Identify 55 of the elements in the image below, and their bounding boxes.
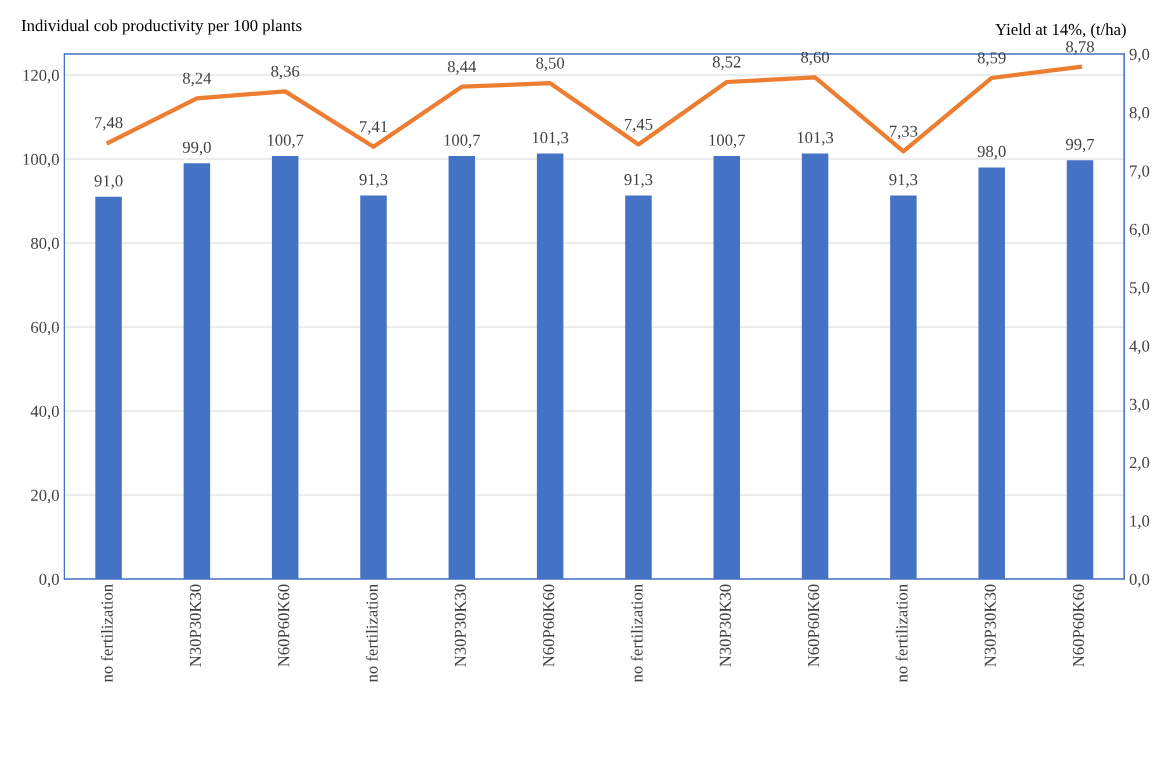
data-label: 8,44 — [447, 60, 477, 75]
y-tick-label: 100,0 — [23, 153, 59, 168]
data-label: 98,0 — [977, 145, 1006, 160]
data-label: 8,59 — [977, 52, 1006, 66]
y2-tick-label: 7,0 — [1130, 165, 1150, 180]
data-label: 100,7 — [709, 134, 746, 149]
y2-tick-label: 2,0 — [1129, 457, 1150, 471]
y-tick-label: 0,0 — [39, 573, 59, 588]
x-tick-label: no fertilization — [630, 584, 643, 683]
x-tick-label: N60P60K60 — [543, 584, 555, 667]
x-tick-label: no fertilization — [895, 584, 908, 683]
data-label: 99,7 — [1065, 138, 1095, 153]
y2-tick-label: 9,0 — [1129, 48, 1150, 63]
data-label: 91,0 — [94, 175, 123, 189]
data-label: 7,41 — [360, 121, 388, 135]
x-tick-label: N30P30K30 — [719, 584, 731, 667]
y-tick-label: 60,0 — [31, 321, 59, 336]
data-label: 8,78 — [1066, 41, 1094, 55]
x-tick-label: N30P30K30 — [984, 584, 996, 667]
data-label: 8,60 — [801, 51, 830, 66]
data-label: 91,3 — [889, 174, 918, 188]
y2-tick-label: 3,0 — [1129, 398, 1150, 413]
data-label: 8,36 — [271, 65, 300, 80]
y2-tick-label: 6,0 — [1129, 223, 1150, 238]
y2-axis-title: Yield at 14%, (t/ha) — [995, 23, 1126, 39]
x-tick-label: N60P60K60 — [807, 584, 820, 667]
x-tick-label: no fertilization — [100, 584, 113, 683]
data-label: 100,7 — [267, 134, 304, 149]
data-label: 91,3 — [359, 174, 388, 188]
x-tick-label: N60P60K60 — [1072, 584, 1085, 667]
x-tick-label: no fertilization — [365, 584, 378, 683]
x-tick-label: N30P30K30 — [454, 584, 466, 667]
data-label: 7,48 — [95, 116, 123, 131]
y2-tick-label: 5,0 — [1129, 282, 1150, 296]
y2-tick-label: 8,0 — [1129, 107, 1150, 121]
y2-tick-label: 4,0 — [1129, 340, 1150, 355]
data-label: 8,24 — [182, 72, 212, 87]
data-label: 99,0 — [182, 141, 211, 156]
data-label: 101,3 — [797, 132, 834, 146]
data-label: 8,52 — [712, 56, 741, 70]
data-label: 91,3 — [624, 174, 653, 188]
y2-tick-label: 1,0 — [1130, 515, 1150, 530]
y-tick-label: 120,0 — [23, 69, 59, 84]
x-tick-label: N30P30K30 — [189, 584, 202, 667]
data-label: 101,3 — [532, 132, 569, 146]
data-label: 8,50 — [536, 57, 565, 72]
data-label: 100,7 — [444, 134, 481, 149]
y-tick-label: 80,0 — [31, 237, 59, 252]
data-label: 7,33 — [889, 125, 918, 140]
data-label: 7,45 — [624, 118, 653, 133]
y-axis-title: Individual cob productivity per 100 plants — [21, 19, 302, 35]
y-tick-label: 20,0 — [31, 489, 59, 504]
x-tick-label: N60P60K60 — [278, 584, 290, 667]
y-tick-label: 40,0 — [30, 405, 59, 420]
y2-tick-label: 0,0 — [1129, 573, 1150, 588]
